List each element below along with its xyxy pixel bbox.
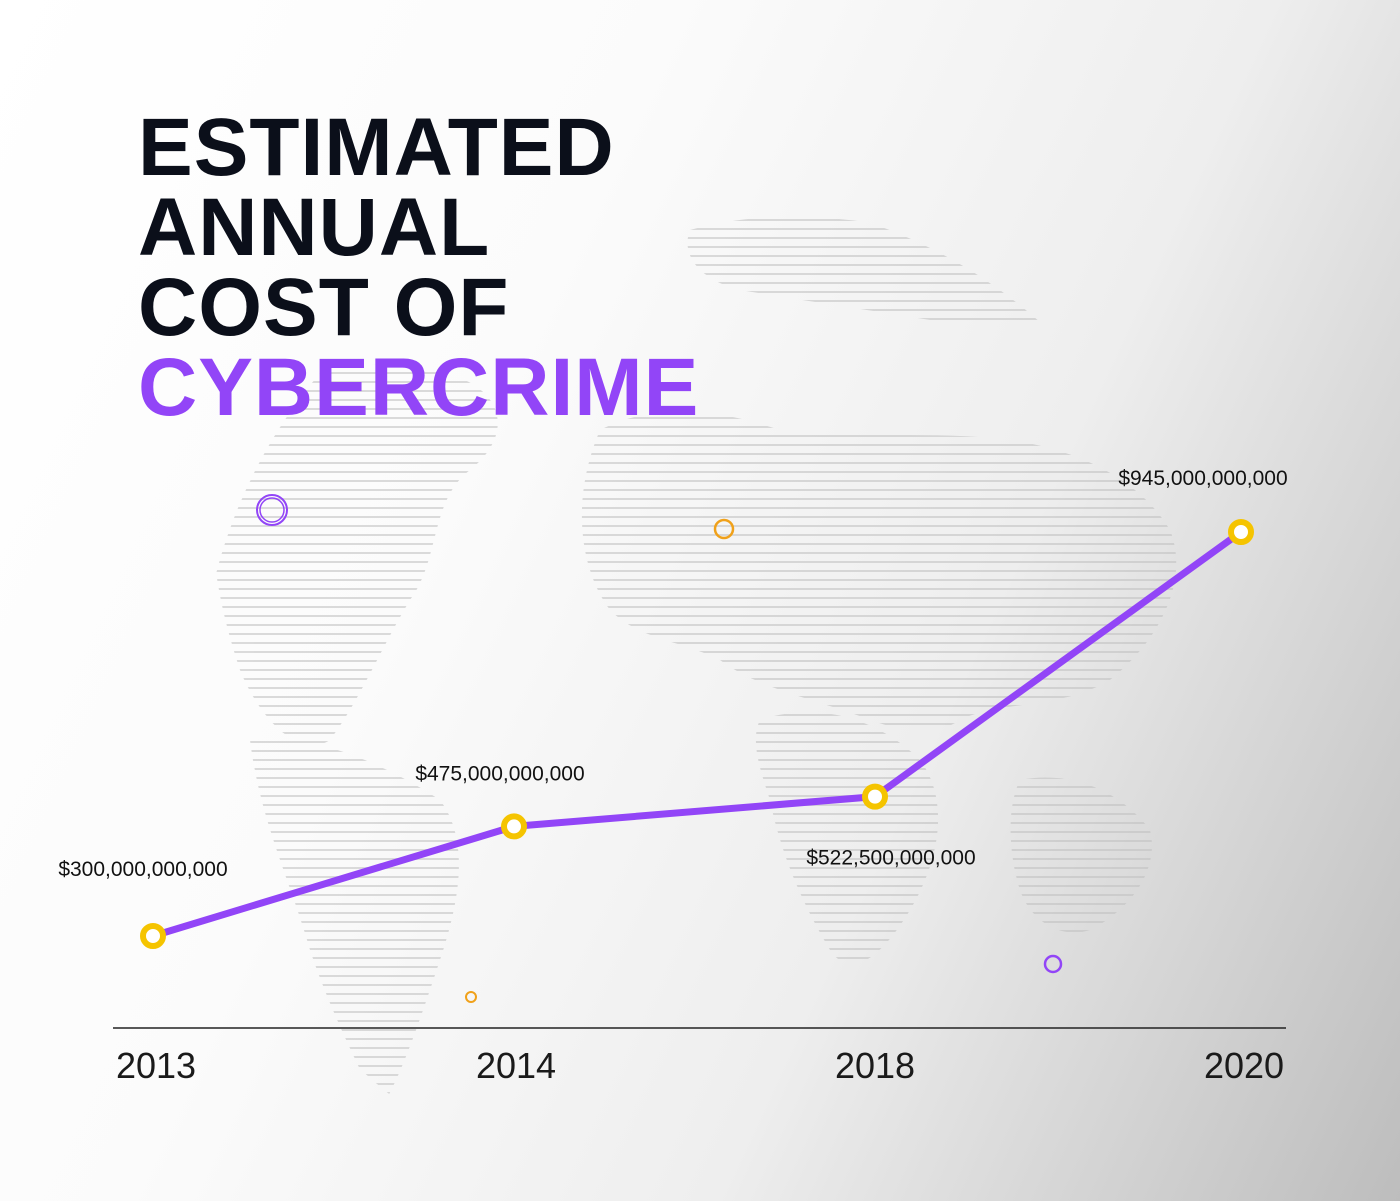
decor-ring-icon	[256, 494, 288, 526]
data-label-2014: $475,000,000,000	[415, 762, 584, 785]
x-tick-label-2014: 2014	[476, 1045, 556, 1086]
decor-ring-icon	[1043, 954, 1063, 974]
title-line-4: CYBERCRIME	[138, 342, 700, 433]
title-line-1: ESTIMATED	[138, 102, 615, 193]
data-point-2020	[1228, 519, 1254, 545]
title-line-2: ANNUAL	[138, 182, 491, 273]
data-label-2018: $522,500,000,000	[806, 847, 975, 870]
series-line	[149, 528, 1245, 940]
data-point-2013	[140, 923, 166, 949]
x-tick-label-2018: 2018	[835, 1045, 915, 1086]
x-tick-label-2013: 2013	[116, 1045, 196, 1086]
data-label-2013: $300,000,000,000	[58, 858, 227, 881]
decor-ring-icon	[259, 497, 285, 523]
data-point-2018	[862, 783, 888, 810]
decor-ring-icon	[465, 991, 477, 1003]
data-label-2020: $945,000,000,000	[1118, 467, 1287, 490]
page-title: ESTIMATED ANNUAL COST OF CYBERCRIME	[138, 102, 700, 433]
title-line-3: COST OF	[138, 262, 510, 353]
decor-ring-icon	[713, 518, 735, 540]
data-point-2014	[501, 813, 527, 840]
x-tick-label-2020: 2020	[1204, 1045, 1284, 1086]
